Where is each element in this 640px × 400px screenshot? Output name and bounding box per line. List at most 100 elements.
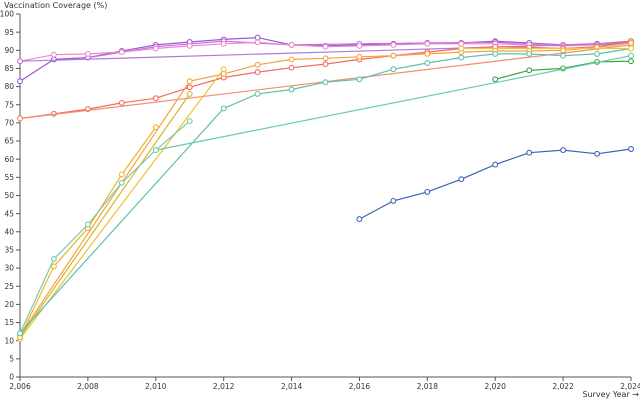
data-point xyxy=(356,42,363,49)
data-point xyxy=(17,115,23,122)
y-tick-label: 20 xyxy=(4,300,14,309)
x-tick-label: 2,006 xyxy=(9,382,31,391)
x-tick-label: 2,022 xyxy=(552,382,574,391)
data-point xyxy=(254,61,261,68)
data-point xyxy=(526,149,533,156)
data-point xyxy=(322,79,329,86)
data-point xyxy=(322,61,329,68)
x-tick-label: 2,016 xyxy=(349,382,371,391)
y-tick-label: 10 xyxy=(4,336,14,345)
data-point xyxy=(628,40,634,46)
x-axis: 2,006 2,008 2,010 2,012 2,014 2,016 2,018 2,020… xyxy=(9,376,640,391)
y-tick-label: 30 xyxy=(4,264,14,273)
y-tick-label: 25 xyxy=(4,282,14,291)
data-point xyxy=(628,146,634,152)
data-point xyxy=(50,256,57,262)
data-point xyxy=(322,55,329,62)
data-point xyxy=(628,52,634,59)
series-layer xyxy=(17,34,634,342)
series-10 xyxy=(17,66,227,342)
data-point xyxy=(118,171,125,178)
series-11 xyxy=(17,90,193,341)
series-14 xyxy=(152,52,634,154)
y-tick-label: 75 xyxy=(4,100,14,109)
data-point xyxy=(356,53,363,60)
series-13 xyxy=(17,45,634,337)
data-point xyxy=(152,124,159,131)
data-point xyxy=(458,45,465,52)
data-point xyxy=(560,52,567,59)
y-tick-label: 50 xyxy=(4,191,14,200)
data-point xyxy=(186,42,193,49)
data-point xyxy=(390,66,397,73)
series-1 xyxy=(492,58,634,83)
data-point xyxy=(288,56,295,63)
data-point xyxy=(84,50,91,57)
y-tick-label: 100 xyxy=(0,10,14,19)
data-point xyxy=(220,40,227,47)
data-point xyxy=(492,76,499,83)
x-tick-label: 2,008 xyxy=(77,382,99,391)
data-point xyxy=(288,86,295,93)
data-point xyxy=(254,69,261,76)
data-point xyxy=(594,150,601,157)
data-point xyxy=(424,40,431,47)
data-point xyxy=(254,34,261,41)
data-point xyxy=(50,51,57,58)
data-point xyxy=(118,49,125,56)
data-point xyxy=(50,263,57,270)
series-line xyxy=(19,93,191,338)
data-point xyxy=(186,90,193,97)
data-point xyxy=(17,330,23,337)
y-tick-label: 70 xyxy=(4,119,14,128)
series-8 xyxy=(17,40,634,339)
x-tick-label: 2,020 xyxy=(484,382,506,391)
data-point xyxy=(492,50,499,57)
series-line xyxy=(19,47,632,334)
y-tick-label: 40 xyxy=(4,227,14,236)
data-point xyxy=(118,179,125,186)
data-point xyxy=(186,118,193,125)
data-point xyxy=(17,58,23,65)
data-point xyxy=(288,64,295,71)
data-point xyxy=(424,60,431,66)
series-15 xyxy=(458,45,634,52)
x-tick-label: 2,024 xyxy=(620,382,640,391)
series-0 xyxy=(356,146,634,223)
data-point xyxy=(220,66,227,73)
y-tick-label: 0 xyxy=(9,373,14,382)
x-tick-label: 2,014 xyxy=(281,382,303,391)
data-point xyxy=(84,221,91,228)
y-tick-label: 35 xyxy=(4,246,14,255)
data-point xyxy=(322,43,329,50)
data-point xyxy=(526,50,533,57)
y-axis-label: Vaccination Coverage (%) xyxy=(4,1,107,10)
data-point xyxy=(424,188,431,195)
series-line xyxy=(359,148,632,220)
data-point xyxy=(186,78,193,85)
series-line xyxy=(19,42,632,336)
data-point xyxy=(526,67,533,74)
data-point xyxy=(118,99,125,106)
data-point xyxy=(254,90,261,97)
data-point xyxy=(458,176,465,183)
data-point xyxy=(288,41,295,48)
data-point xyxy=(458,40,465,47)
data-point xyxy=(17,78,23,85)
data-point xyxy=(220,105,227,112)
y-tick-label: 5 xyxy=(9,354,14,363)
series-4 xyxy=(17,39,634,65)
series-line xyxy=(155,55,632,151)
data-point xyxy=(152,147,159,154)
y-tick-label: 45 xyxy=(4,209,14,218)
data-point xyxy=(356,76,363,83)
data-point xyxy=(390,197,397,204)
data-point xyxy=(254,39,261,46)
series-line xyxy=(19,120,191,334)
data-point xyxy=(628,58,634,65)
data-point xyxy=(492,161,499,168)
y-axis: 0 5 10 15 20 25 30 35 40 45 50 55 60 65 70 75 80 85 90 95 10… xyxy=(0,10,21,382)
data-point xyxy=(152,95,159,102)
data-point xyxy=(424,50,431,57)
y-tick-label: 55 xyxy=(4,173,14,182)
